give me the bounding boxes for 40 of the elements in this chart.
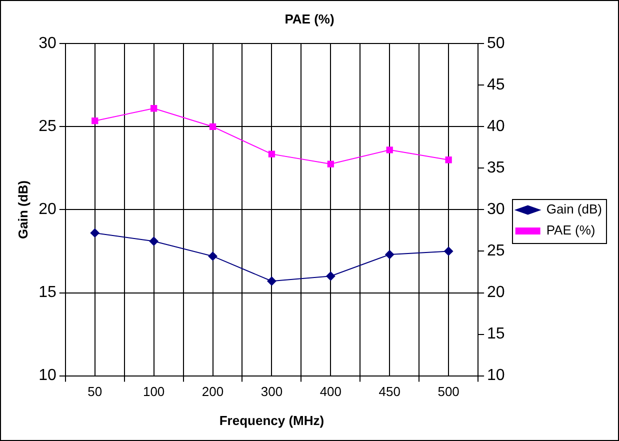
chart-title: PAE (%) [284,11,334,26]
y-tick-label: 10 [38,367,56,384]
y-tick-label: 30 [38,35,56,52]
point [149,236,158,246]
x-tick-label: 400 [320,384,342,400]
point [268,150,276,158]
x-tick-label: 50 [88,384,102,400]
x-axis-title: Frequency (MHz) [219,412,324,428]
y2-tick-label: 35 [487,160,505,177]
y-axis-title: Gain (dB) [15,180,30,239]
y2-tick-label: 45 [487,76,505,94]
point [150,105,158,112]
x-tick-label: 450 [378,384,400,400]
point [445,156,452,164]
point [386,146,393,154]
x-tick-label: 100 [142,384,165,400]
y2-tick-label: 25 [487,242,505,260]
point [92,118,98,124]
point [267,276,276,286]
x-tick-label: 200 [202,384,224,400]
point [444,246,454,256]
y2-tick-label: 40 [487,118,505,136]
x-tick-label: 300 [260,384,283,400]
point [385,250,394,260]
legend-label: Gain (dB) [546,202,602,217]
y2-tick-label: 30 [487,201,505,218]
legend-label: PAE (%) [546,222,596,238]
y-tick-label: 20 [38,201,56,218]
x-tick-label: 500 [438,384,460,400]
point [326,272,336,281]
y-tick-label: 25 [38,118,56,136]
point [208,252,218,261]
y-tick-label: 15 [38,284,56,302]
point [90,228,100,238]
y2-tick-label: 10 [487,367,505,384]
y2-tick-label: 50 [487,35,505,52]
y2-tick-label: 20 [487,284,505,302]
point [209,123,216,130]
point [327,160,334,168]
y2-tick-label: 15 [487,326,505,343]
